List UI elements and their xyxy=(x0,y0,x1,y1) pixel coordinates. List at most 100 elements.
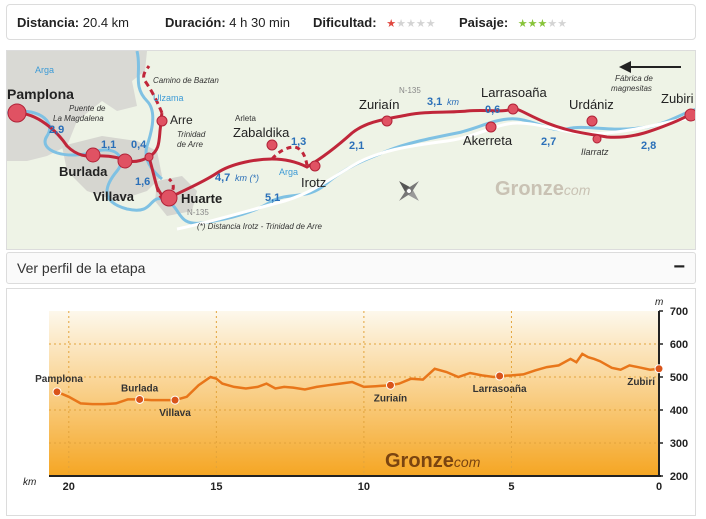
elevation-profile-chart: 20 15 10 5 0 200 300 400 500 600 700 Pamplona Burla… xyxy=(23,297,689,493)
x-tick-label: 0 xyxy=(656,481,662,493)
direction-arrow-icon xyxy=(619,61,681,73)
point-marker xyxy=(135,394,145,404)
x-axis-unit: km xyxy=(23,477,36,488)
note-fabrica-line2: magnesitas xyxy=(611,84,652,93)
note-trinidad: Trinidad de Arre xyxy=(177,130,208,149)
label-arga-river-2: Arga xyxy=(279,167,298,177)
label-n135-1: N-135 xyxy=(399,86,421,95)
note-camino-baztan: Camino de Baztan xyxy=(153,76,219,85)
marker-arre xyxy=(156,115,168,127)
dist-2-9: 2,9 xyxy=(49,124,64,136)
duration-value: 4 h 30 min xyxy=(229,15,290,30)
point-label: Pamplona xyxy=(35,374,83,385)
stage-route-map: Pamplona Burlada Villava Arre Huarte Zab… xyxy=(6,50,696,250)
marker-zabaldika xyxy=(266,139,278,151)
star-icon: ★ xyxy=(547,18,558,30)
x-tick-label: 20 xyxy=(63,481,75,493)
note-puente: Puente de La Magdalena xyxy=(53,104,108,123)
star-icon: ★ xyxy=(527,18,538,30)
dist-3-1-unit: km xyxy=(447,97,460,107)
note-trinidad-line1: Trinidad xyxy=(177,130,206,139)
point-label: Zubiri xyxy=(627,377,655,388)
baztan-route-dashed xyxy=(142,65,164,114)
distance-value: 20.4 km xyxy=(82,15,130,30)
point-marker xyxy=(495,371,505,381)
n135-road xyxy=(176,115,695,231)
marker-akerreta xyxy=(485,121,497,133)
ulzama-river xyxy=(135,51,163,181)
point-marker xyxy=(52,387,62,397)
marker-ilarratz xyxy=(592,134,602,144)
star-icon: ★ xyxy=(396,18,406,30)
duration-stat: Duración: 4 h 30 min xyxy=(165,15,290,30)
point-label: Burlada xyxy=(121,383,159,394)
label-zuriain: Zuriaín xyxy=(359,97,399,112)
route-map-svg: Pamplona Burlada Villava Arre Huarte Zab… xyxy=(7,51,695,231)
label-larrasoana: Larrasoaña xyxy=(481,85,548,100)
marker-larrasoana xyxy=(507,103,519,115)
marker-zuriain xyxy=(381,115,393,127)
note-arleta: Arleta xyxy=(235,114,256,123)
point-marker xyxy=(654,364,664,374)
y-tick-label: 500 xyxy=(670,372,688,384)
label-arga-river-1: Arga xyxy=(35,65,54,75)
label-villava: Villava xyxy=(93,189,135,204)
dist-1-6: 1,6 xyxy=(135,176,150,188)
marker-villava xyxy=(117,153,133,169)
dist-1-1: 1,1 xyxy=(101,139,116,151)
distance-stat: Distancia: 20.4 km xyxy=(17,15,129,30)
note-footnote: (*) Distancia Irotz - Trinidad de Arre xyxy=(197,222,322,231)
label-arre: Arre xyxy=(170,113,193,127)
axis-ticks: 20 15 10 5 0 200 300 400 500 600 700 xyxy=(63,306,689,493)
profile-brand-logo: Gronzecom xyxy=(385,450,481,472)
label-pamplona: Pamplona xyxy=(7,86,74,102)
note-puente-line2: La Magdalena xyxy=(53,114,104,123)
marker-irotz xyxy=(309,160,321,172)
star-icon: ★ xyxy=(425,18,436,30)
star-icon: ★ xyxy=(537,18,548,30)
label-ilarratz: Ilarratz xyxy=(581,147,609,157)
marker-urdaniz xyxy=(586,115,598,127)
y-tick-label: 300 xyxy=(670,438,688,450)
landscape-stat: Paisaje: ★★★★★ xyxy=(459,15,567,30)
profile-toggle-header[interactable]: Ver perfil de la etapa − xyxy=(6,252,696,284)
dist-2-1: 2,1 xyxy=(349,140,364,152)
difficulty-stat: Dificultad: ★★★★★ xyxy=(313,15,436,30)
grid-lines xyxy=(49,311,660,476)
marker-trinidad xyxy=(144,152,154,162)
star-icon: ★ xyxy=(386,18,397,30)
difficulty-label: Dificultad: xyxy=(313,15,377,30)
dist-2-7: 2,7 xyxy=(541,136,556,148)
plot-background xyxy=(49,311,659,476)
landscape-star-rating: ★★★★★ xyxy=(518,17,567,30)
label-burlada: Burlada xyxy=(59,164,108,179)
label-akerreta: Akerreta xyxy=(463,133,513,148)
marker-huarte xyxy=(160,189,178,207)
label-urdaniz: Urdániz xyxy=(569,97,614,112)
note-trinidad-line2: de Arre xyxy=(177,140,203,149)
stage-stats-bar: Distancia: 20.4 km Duración: 4 h 30 min … xyxy=(6,4,696,40)
dist-5-1: 5,1 xyxy=(265,192,280,204)
note-puente-line1: Puente de xyxy=(69,104,106,113)
star-icon: ★ xyxy=(557,18,568,30)
label-huarte: Huarte xyxy=(181,191,222,206)
y-tick-label: 600 xyxy=(670,339,688,351)
x-tick-label: 15 xyxy=(210,481,222,493)
point-marker xyxy=(170,395,180,405)
point-label: Larrasoaña xyxy=(473,384,527,395)
note-fabrica: Fábrica de magnesitas xyxy=(611,74,655,93)
difficulty-star-rating: ★★★★★ xyxy=(386,17,435,30)
dist-3-1: 3,1 xyxy=(427,96,442,108)
collapse-toggle-icon[interactable]: − xyxy=(673,256,685,278)
elevation-line xyxy=(56,352,660,406)
dist-0-6: 0,6 xyxy=(485,104,500,116)
point-label: Zuriaín xyxy=(374,393,407,404)
label-n135-2: N-135 xyxy=(187,208,209,217)
dist-4-7-unit: km (*) xyxy=(235,173,259,183)
landscape-label: Paisaje: xyxy=(459,15,509,30)
pamplona-urban-area xyxy=(7,51,147,161)
x-tick-label: 5 xyxy=(508,481,514,493)
duration-label: Duración: xyxy=(165,15,226,30)
labeled-points: Pamplona Burlada Villava Zuriaín Larrasoaña Z… xyxy=(35,364,664,419)
map-brand-logo: Gronzecom xyxy=(495,178,591,200)
